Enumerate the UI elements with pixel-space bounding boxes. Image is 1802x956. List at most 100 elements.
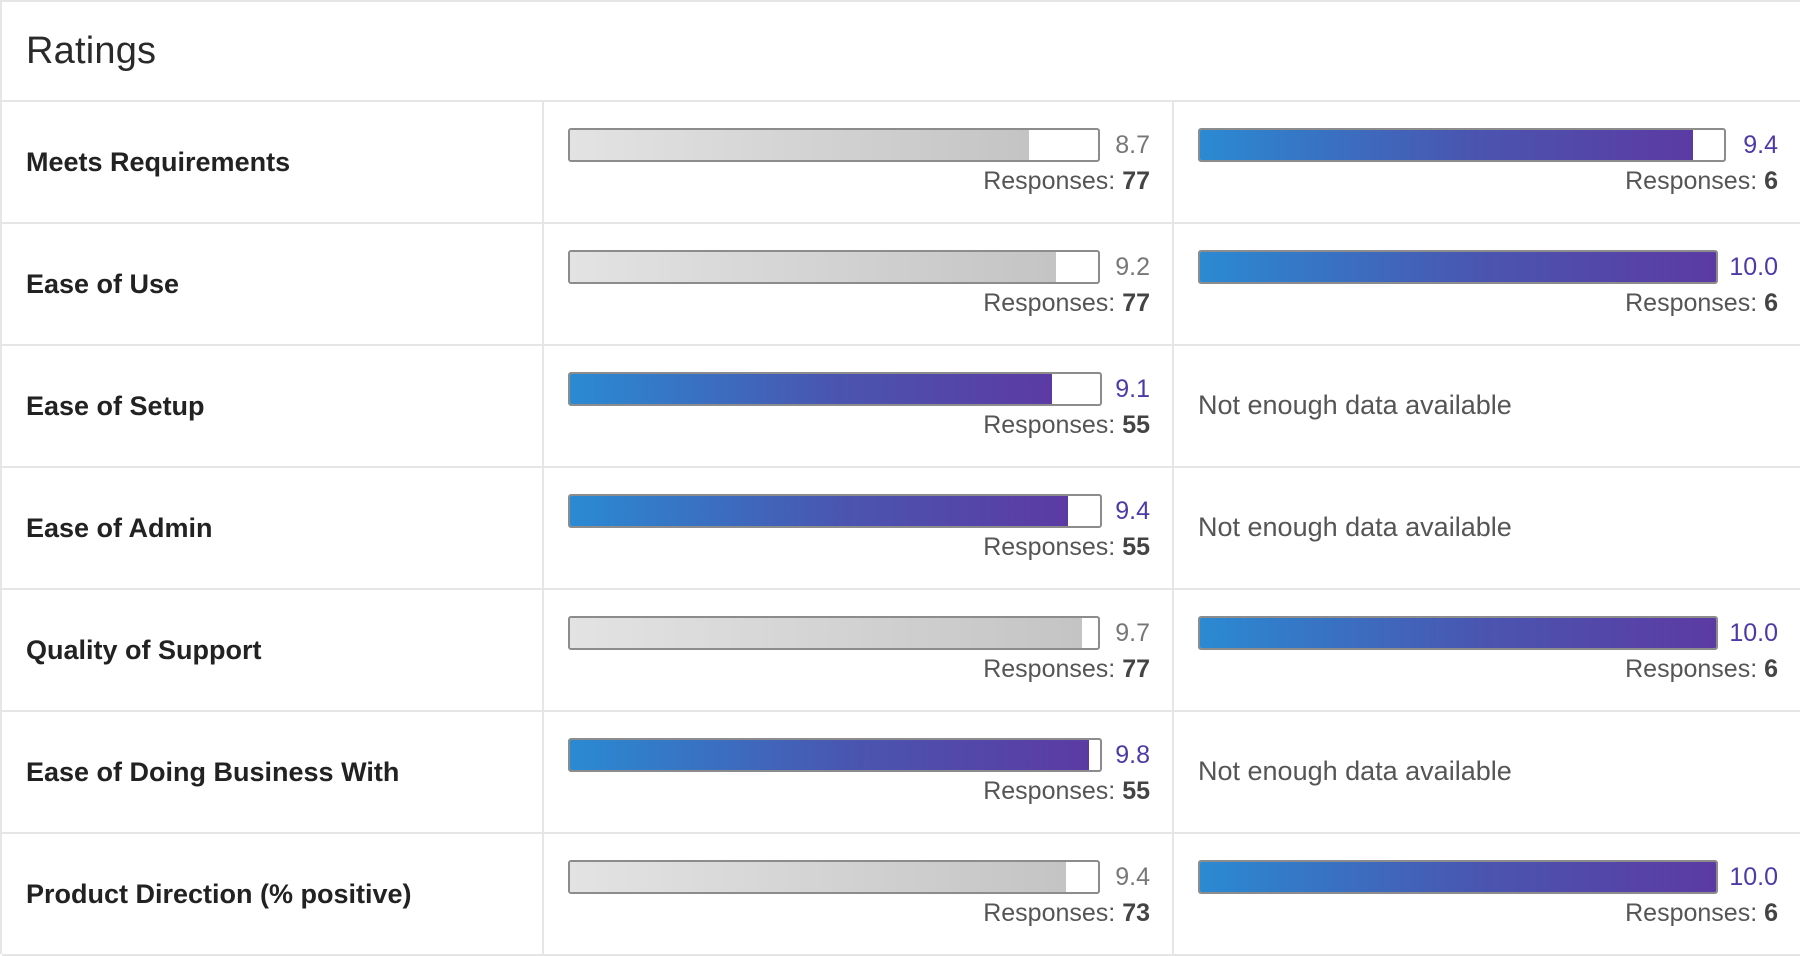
responses-label: Responses: xyxy=(1625,289,1765,317)
rating-score: 8.7 xyxy=(1115,131,1150,159)
rating-category-label: Ease of Doing Business With xyxy=(2,712,544,832)
responses-value: 77 xyxy=(1122,167,1150,195)
responses-label: Responses: xyxy=(1625,899,1765,927)
rating-bar-fill xyxy=(570,496,1069,526)
rating-row: Ease of Use 9.2 Responses: 77 10.0 Responses… xyxy=(2,224,1800,346)
rating-category-label: Quality of Support xyxy=(2,590,544,710)
no-data-message: Not enough data available xyxy=(1198,756,1512,786)
rating-bar-fill xyxy=(1200,618,1716,648)
ratings-table: Meets Requirements 8.7 Responses: 77 9.4 Res… xyxy=(2,102,1800,956)
responses-count: Responses: 6 xyxy=(1625,288,1778,318)
rating-bar xyxy=(1198,250,1718,284)
rating-row: Meets Requirements 8.7 Responses: 77 9.4 Res… xyxy=(2,102,1800,224)
rating-bar-fill xyxy=(570,374,1053,404)
responses-value: 6 xyxy=(1764,167,1778,195)
rating-bar-fill xyxy=(1200,130,1693,160)
rating-bar-fill xyxy=(570,862,1067,892)
responses-label: Responses: xyxy=(983,899,1123,927)
rating-category-label: Ease of Admin xyxy=(2,468,544,588)
page-title: Ratings xyxy=(26,29,157,72)
responses-label: Responses: xyxy=(1625,655,1765,683)
rating-bar xyxy=(1198,860,1718,894)
rating-cell-primary: 9.7 Responses: 77 xyxy=(544,590,1174,710)
ratings-header: Ratings xyxy=(2,2,1800,102)
rating-cell-secondary: 9.4 Responses: 6 xyxy=(1174,102,1800,222)
rating-score: 9.4 xyxy=(1115,497,1150,525)
rating-score: 10.0 xyxy=(1729,619,1778,647)
responses-label: Responses: xyxy=(983,777,1123,805)
rating-bar xyxy=(568,250,1100,284)
responses-value: 77 xyxy=(1122,289,1150,317)
rating-score: 9.8 xyxy=(1115,741,1150,769)
responses-label: Responses: xyxy=(983,533,1123,561)
rating-bar-fill xyxy=(570,252,1056,282)
responses-count: Responses: 55 xyxy=(983,410,1150,440)
rating-score: 10.0 xyxy=(1729,863,1778,891)
rating-row: Quality of Support 9.7 Responses: 77 10.0 Re… xyxy=(2,590,1800,712)
responses-value: 6 xyxy=(1764,655,1778,683)
rating-row: Ease of Admin 9.4 Responses: 55 Not enough … xyxy=(2,468,1800,590)
rating-bar xyxy=(568,128,1100,162)
responses-label: Responses: xyxy=(983,289,1123,317)
rating-bar-fill xyxy=(570,130,1030,160)
rating-category-label: Ease of Setup xyxy=(2,346,544,466)
rating-bar xyxy=(568,738,1102,772)
rating-row: Ease of Setup 9.1 Responses: 55 Not enough … xyxy=(2,346,1800,468)
rating-bar xyxy=(1198,128,1726,162)
responses-count: Responses: 77 xyxy=(983,166,1150,196)
no-data-message: Not enough data available xyxy=(1198,512,1512,542)
rating-row: Ease of Doing Business With 9.8 Responses:… xyxy=(2,712,1800,834)
rating-bar xyxy=(1198,616,1718,650)
rating-bar-fill xyxy=(1200,862,1716,892)
responses-label: Responses: xyxy=(1625,167,1765,195)
responses-label: Responses: xyxy=(983,655,1123,683)
rating-cell-secondary: Not enough data available xyxy=(1174,346,1800,466)
rating-bar-fill xyxy=(570,618,1083,648)
responses-value: 77 xyxy=(1122,655,1150,683)
no-data-message: Not enough data available xyxy=(1198,390,1512,420)
responses-value: 6 xyxy=(1764,289,1778,317)
rating-cell-primary: 9.4 Responses: 73 xyxy=(544,834,1174,954)
rating-bar xyxy=(568,494,1102,528)
rating-bar xyxy=(568,372,1102,406)
responses-count: Responses: 6 xyxy=(1625,898,1778,928)
rating-cell-secondary: 10.0 Responses: 6 xyxy=(1174,590,1800,710)
responses-label: Responses: xyxy=(983,411,1123,439)
rating-cell-secondary: 10.0 Responses: 6 xyxy=(1174,224,1800,344)
responses-value: 73 xyxy=(1122,899,1150,927)
rating-bar xyxy=(568,860,1100,894)
rating-cell-primary: 9.1 Responses: 55 xyxy=(544,346,1174,466)
rating-cell-primary: 8.7 Responses: 77 xyxy=(544,102,1174,222)
responses-count: Responses: 77 xyxy=(983,654,1150,684)
rating-score: 9.2 xyxy=(1115,253,1150,281)
rating-category-label: Ease of Use xyxy=(2,224,544,344)
rating-bar-fill xyxy=(1200,252,1716,282)
rating-cell-secondary: 10.0 Responses: 6 xyxy=(1174,834,1800,954)
rating-bar-fill xyxy=(570,740,1090,770)
rating-score: 9.1 xyxy=(1115,375,1150,403)
responses-value: 55 xyxy=(1122,533,1150,561)
responses-count: Responses: 77 xyxy=(983,288,1150,318)
rating-category-label: Product Direction (% positive) xyxy=(2,834,544,954)
responses-value: 6 xyxy=(1764,899,1778,927)
rating-cell-secondary: Not enough data available xyxy=(1174,468,1800,588)
rating-score: 9.4 xyxy=(1115,863,1150,891)
rating-cell-primary: 9.4 Responses: 55 xyxy=(544,468,1174,588)
rating-cell-primary: 9.2 Responses: 77 xyxy=(544,224,1174,344)
rating-score: 9.4 xyxy=(1743,131,1778,159)
responses-count: Responses: 6 xyxy=(1625,654,1778,684)
rating-category-label: Meets Requirements xyxy=(2,102,544,222)
rating-score: 10.0 xyxy=(1729,253,1778,281)
responses-count: Responses: 55 xyxy=(983,532,1150,562)
responses-value: 55 xyxy=(1122,411,1150,439)
rating-cell-secondary: Not enough data available xyxy=(1174,712,1800,832)
responses-count: Responses: 55 xyxy=(983,776,1150,806)
responses-count: Responses: 73 xyxy=(983,898,1150,928)
rating-score: 9.7 xyxy=(1115,619,1150,647)
responses-count: Responses: 6 xyxy=(1625,166,1778,196)
responses-label: Responses: xyxy=(983,167,1123,195)
rating-row: Product Direction (% positive) 9.4 Respons… xyxy=(2,834,1800,956)
rating-bar xyxy=(568,616,1100,650)
rating-cell-primary: 9.8 Responses: 55 xyxy=(544,712,1174,832)
